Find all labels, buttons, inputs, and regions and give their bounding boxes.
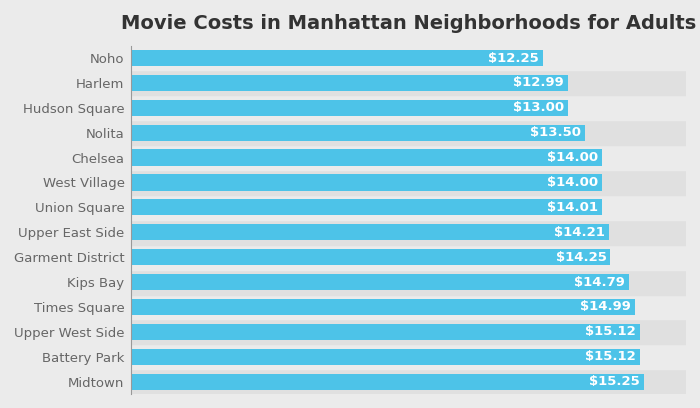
Bar	[132, 369, 686, 394]
Text: $13.50: $13.50	[530, 126, 581, 139]
Bar	[132, 149, 602, 166]
Text: $14.00: $14.00	[547, 151, 598, 164]
Bar	[132, 71, 686, 95]
Bar	[132, 174, 602, 191]
Text: $14.00: $14.00	[547, 176, 598, 189]
Bar	[132, 46, 686, 71]
Bar	[132, 224, 609, 240]
Text: $13.00: $13.00	[513, 101, 564, 114]
Title: Movie Costs in Manhattan Neighborhoods for Adults: Movie Costs in Manhattan Neighborhoods f…	[121, 14, 697, 33]
Bar	[132, 170, 686, 195]
Text: $14.01: $14.01	[547, 201, 598, 214]
Bar	[132, 199, 603, 215]
Text: $15.12: $15.12	[585, 350, 636, 363]
Text: $14.99: $14.99	[580, 300, 631, 313]
Text: $14.79: $14.79	[574, 275, 624, 288]
Bar	[132, 274, 629, 290]
Bar	[132, 374, 644, 390]
Text: $15.25: $15.25	[589, 375, 640, 388]
Bar	[132, 319, 686, 344]
Text: $14.21: $14.21	[554, 226, 605, 239]
Bar	[132, 124, 585, 141]
Bar	[132, 95, 686, 120]
Bar	[132, 299, 636, 315]
Bar	[132, 220, 686, 245]
Bar	[132, 50, 543, 66]
Bar	[132, 100, 568, 116]
Bar	[132, 344, 686, 369]
Bar	[132, 245, 686, 270]
Bar	[132, 270, 686, 295]
Text: $15.12: $15.12	[585, 325, 636, 338]
Bar	[132, 75, 568, 91]
Bar	[132, 249, 610, 265]
Bar	[132, 324, 640, 340]
Text: $14.25: $14.25	[556, 251, 606, 264]
Text: $12.25: $12.25	[489, 51, 539, 64]
Bar	[132, 195, 686, 220]
Bar	[132, 295, 686, 319]
Bar	[132, 120, 686, 145]
Bar	[132, 145, 686, 170]
Bar	[132, 349, 640, 365]
Text: $12.99: $12.99	[513, 76, 564, 89]
